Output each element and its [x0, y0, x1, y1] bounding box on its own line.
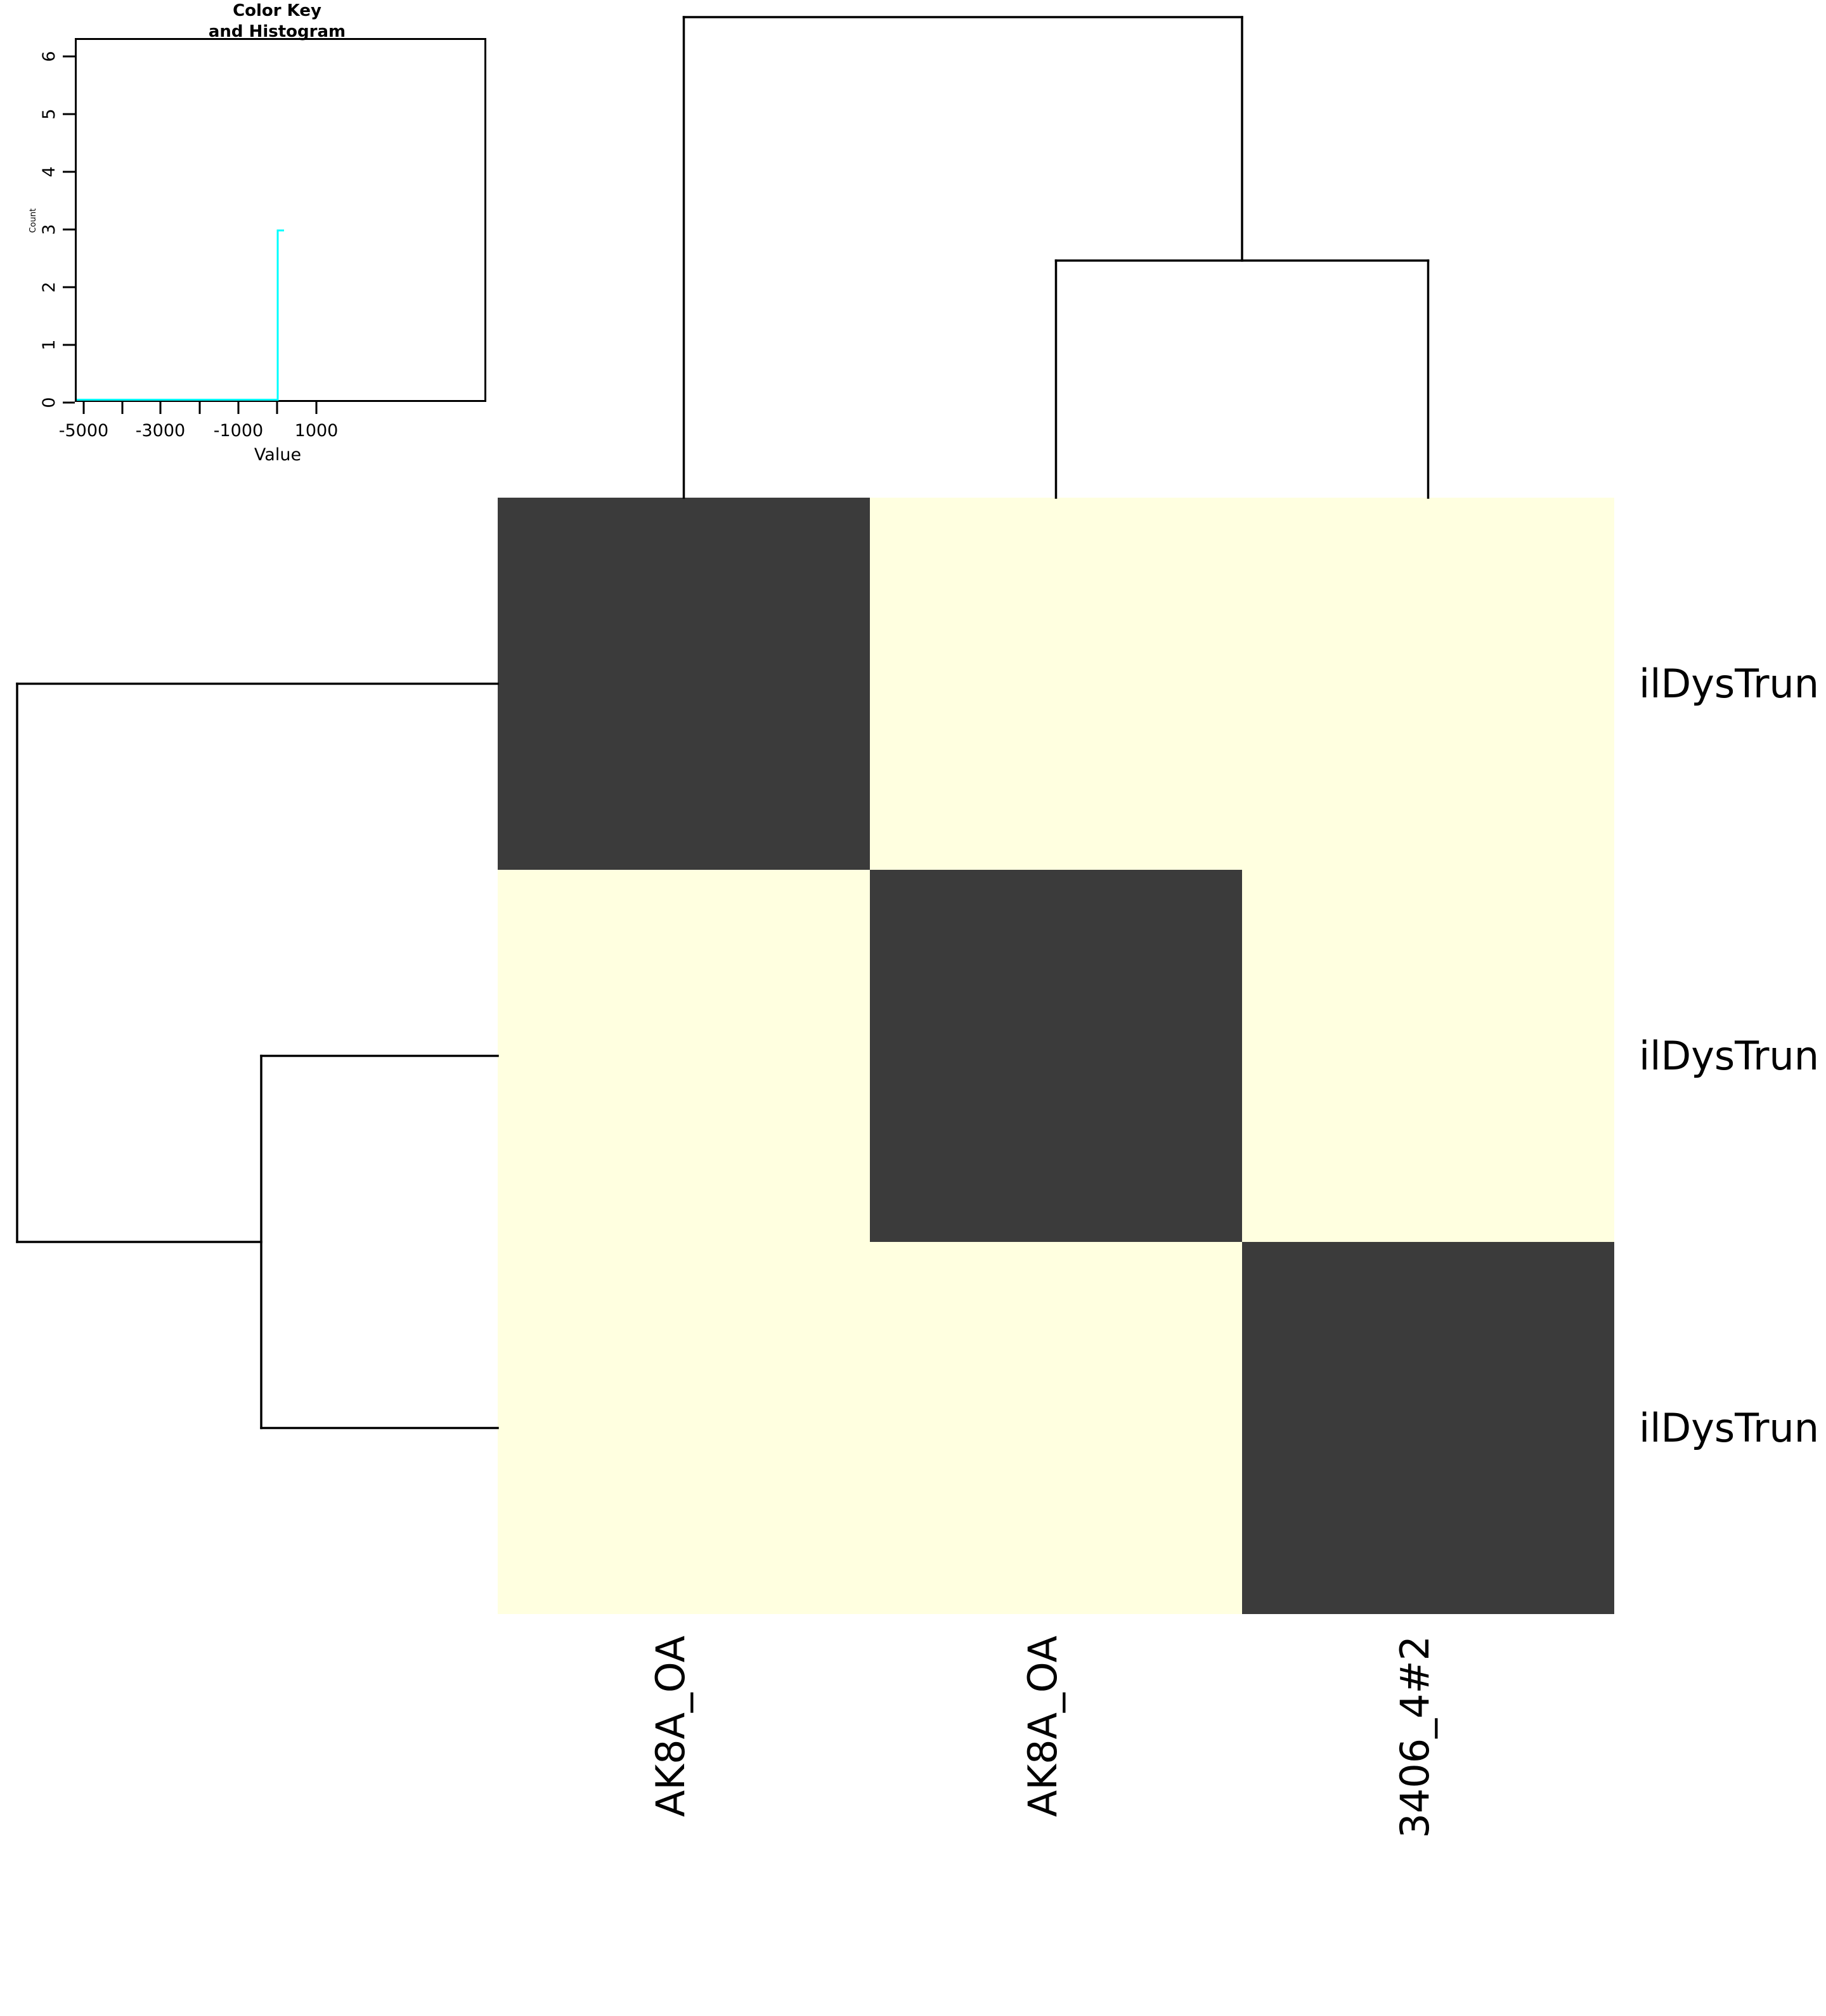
- color-key-x-ticks: [82, 402, 318, 414]
- color-key-y-ticks: [63, 55, 75, 404]
- heatmap-cell-r3c3: [1242, 1242, 1614, 1614]
- color-key-box: [75, 38, 486, 402]
- color-key-x-tick-label: 1000: [294, 421, 339, 441]
- color-key-x-tick-label: -5000: [58, 421, 109, 441]
- heatmap-cell-r3c2: [870, 1242, 1242, 1614]
- r-heatmap2-plot: { "chart_data": { "type": "heatmap", "he…: [16, 1, 1820, 1838]
- heatmap-matrix: [498, 498, 1614, 1614]
- heatmap-cell-r3c1: [498, 1242, 870, 1614]
- color-key-title: Color Key and Histogram: [87, 1, 467, 42]
- row-dendrogram: [16, 682, 499, 1430]
- heatmap-cell-r1c2: [870, 498, 1242, 870]
- heatmap-cell-r1c1: [498, 498, 870, 870]
- color-key-xaxis-label: Value: [254, 445, 302, 465]
- heatmap-cell-r2c3: [1242, 870, 1614, 1242]
- color-key-x-tick-label: -3000: [135, 421, 186, 441]
- heatmap-cell-r1c3: [1242, 498, 1614, 870]
- heatmap-row-label: ilDysTrun: [1639, 660, 1820, 707]
- heatmap-cell-r2c2: [870, 870, 1242, 1242]
- histogram-trace: [77, 229, 284, 401]
- heatmap-row-label: ilDysTrun: [1639, 1032, 1820, 1079]
- color-key-title-line2: and Histogram: [208, 22, 346, 41]
- heatmap-row-label: ilDysTrun: [1639, 1404, 1820, 1451]
- plot-overlay: [16, 16, 1430, 1430]
- heatmap-cell-r2c1: [498, 870, 870, 1242]
- color-key-title-line1: Color Key: [233, 1, 321, 20]
- color-key-x-tick-label: -1000: [213, 421, 264, 441]
- column-dendrogram: [682, 16, 1430, 499]
